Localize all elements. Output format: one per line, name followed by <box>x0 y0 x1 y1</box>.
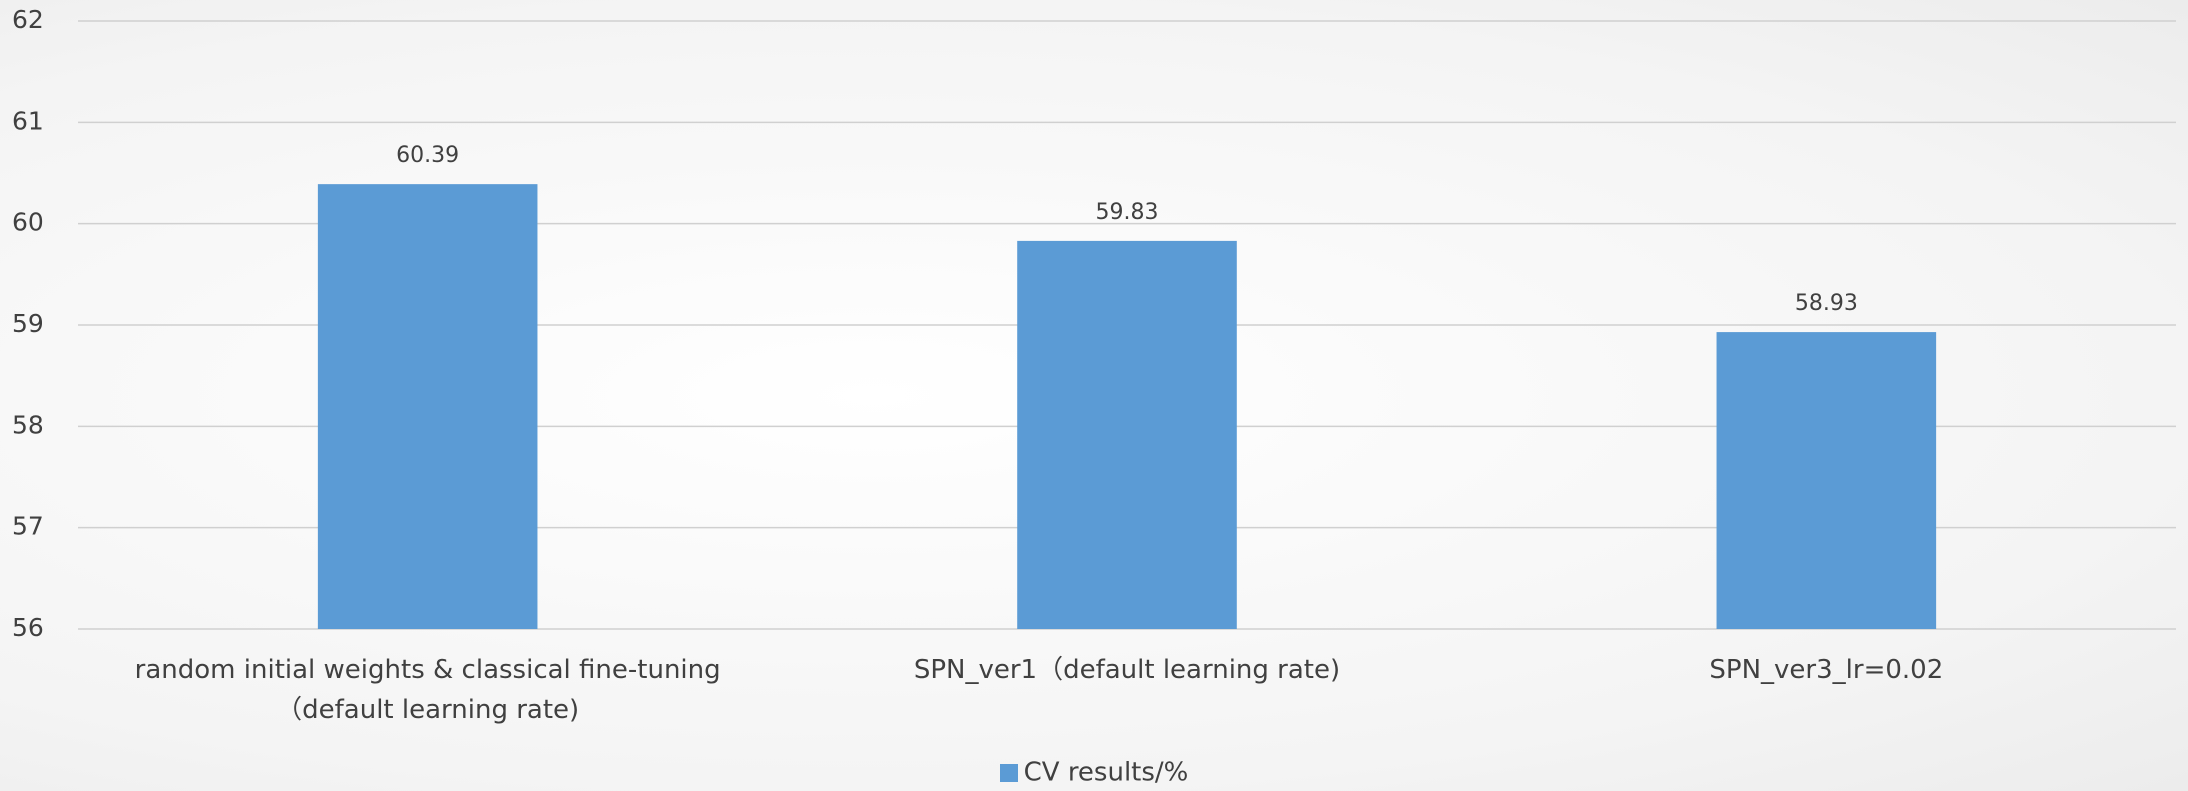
bar <box>318 184 538 629</box>
x-tick-label: SPN_ver1（default learning rate) <box>797 650 1457 690</box>
chart-root: 56 57 58 59 60 61 62 60.39 59.83 58.93 random ini… <box>0 0 2188 791</box>
y-tick-label: 62 <box>12 5 44 34</box>
legend: CV results/% <box>0 757 2188 788</box>
y-tick-label: 59 <box>12 309 44 338</box>
x-tick-label: random initial weights & classical fine-… <box>98 650 758 730</box>
y-tick-label: 60 <box>12 208 44 237</box>
legend-swatch <box>1000 764 1018 782</box>
value-label: 58.93 <box>1795 291 1858 316</box>
x-tick-label: SPN_ver3_lr=0.02 <box>1496 650 2156 690</box>
value-label: 59.83 <box>1096 200 1159 225</box>
bar <box>1017 241 1237 629</box>
y-tick-label: 57 <box>12 512 44 541</box>
y-tick-label: 56 <box>12 613 44 642</box>
y-tick-label: 58 <box>12 410 44 439</box>
legend-label: CV results/% <box>1024 758 1189 788</box>
bar <box>1717 332 1937 629</box>
value-label: 60.39 <box>396 143 459 168</box>
y-tick-label: 61 <box>12 106 44 135</box>
